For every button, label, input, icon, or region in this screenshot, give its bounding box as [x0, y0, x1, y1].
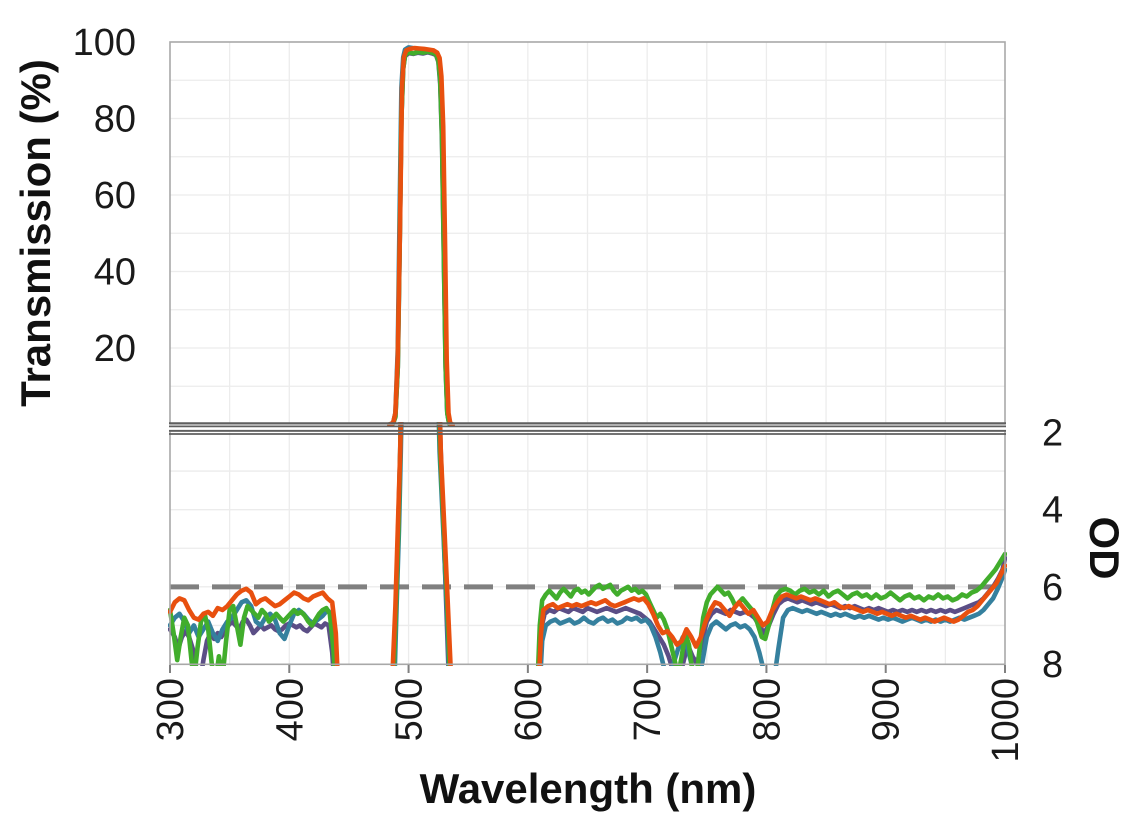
y-tick-label-transmission: 60 [94, 175, 136, 217]
x-tick-label: 800 [746, 678, 788, 741]
y-tick-label-transmission: 20 [94, 328, 136, 370]
y-tick-label-od: 4 [1042, 490, 1063, 532]
x-tick-label: 600 [508, 678, 550, 741]
gridlines [170, 42, 1005, 664]
x-tick-label: 700 [627, 678, 669, 741]
y-axis-title-transmission: Transmission (%) [12, 59, 59, 407]
y-tick-label-transmission: 40 [94, 252, 136, 294]
series-line-od-filter-lot-orange [390, 422, 453, 666]
y-tick-label-transmission: 100 [73, 22, 136, 64]
series-line-od-filter-lot-green [391, 422, 452, 666]
x-tick-label: 900 [866, 678, 908, 741]
series-line-od-filter-lot-orange [537, 563, 1007, 666]
transmission-series-layer [387, 45, 456, 426]
series-line-transmission-filter-lot-orange [387, 45, 456, 426]
x-tick-label: 400 [269, 678, 311, 741]
y-tick-label-od: 2 [1042, 413, 1063, 455]
y-tick-label-od: 8 [1042, 644, 1063, 686]
y-tick-label-od: 6 [1042, 567, 1063, 609]
series-line-od-filter-lot-purple [168, 617, 336, 666]
y-axis-title-od: OD [1081, 516, 1128, 580]
y-tick-label-transmission: 80 [94, 99, 136, 141]
od-series-layer [168, 422, 1007, 666]
x-tick-label: 500 [389, 678, 431, 741]
x-tick-label: 300 [150, 678, 192, 741]
series-line-od-filter-lot-green [168, 603, 337, 666]
x-tick-label: 1000 [985, 678, 1027, 763]
x-axis-title-wavelength: Wavelength (nm) [419, 765, 757, 812]
series-line-od-filter-lot-orange [168, 586, 340, 666]
